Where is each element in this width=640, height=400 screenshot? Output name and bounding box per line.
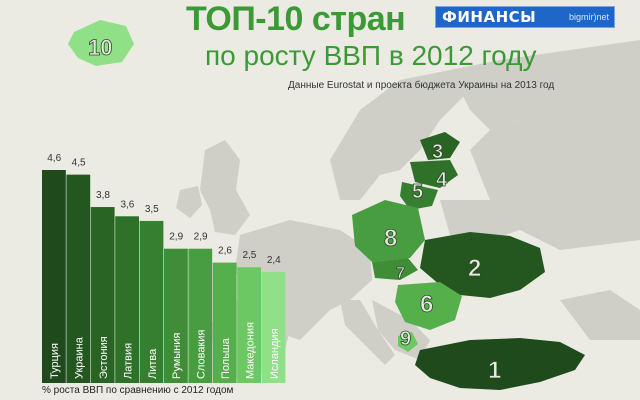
bar-value-label-4: 3,6 [120, 199, 134, 210]
map-country-10-iceland [68, 20, 134, 66]
bar-5 [139, 220, 164, 383]
bar-2 [66, 174, 91, 383]
map-label-8: 8 [384, 225, 397, 252]
chart-title: ТОП-10 стран [186, 0, 406, 38]
bar-category-label-5: Литва [147, 348, 159, 379]
bar-value-label-3: 3,8 [96, 190, 110, 201]
bar-3 [90, 207, 115, 383]
bar-9 [237, 267, 261, 383]
bar-10 [261, 271, 286, 383]
map-country-8-poland [352, 200, 425, 262]
bar-value-label-9: 2,5 [242, 250, 256, 261]
map-country-4-latvia [410, 160, 458, 188]
russia-shape [470, 40, 640, 250]
bar-value-label-5: 3,5 [145, 204, 159, 215]
map-label-4: 4 [436, 169, 448, 191]
bar-category-label-7: Словакия [196, 330, 208, 379]
bar-value-label-10: 2,4 [267, 255, 281, 266]
ireland-shape [176, 186, 202, 218]
british-isles-shape [200, 140, 250, 235]
map-label-10: 10 [88, 35, 112, 60]
bar-4 [115, 216, 139, 383]
y-axis-footnote: % роста ВВП по сравнению с 2012 годом [42, 385, 234, 396]
map-country-1-turkey [415, 338, 585, 390]
bar-category-label-8: Польша [220, 337, 232, 379]
map-country-2-ukraine [420, 232, 545, 298]
map-country-7-slovakia [372, 258, 418, 280]
bar-category-label-3: Эстония [98, 336, 110, 379]
map-label-1: 1 [488, 357, 501, 384]
caucasus-shape [560, 290, 640, 340]
bar-category-label-2: Украина [74, 336, 86, 379]
belarus-shape [440, 200, 520, 240]
bar-value-label-7: 2,9 [194, 232, 208, 243]
bar-value-label-2: 4,5 [72, 158, 86, 169]
map-label-6: 6 [420, 291, 433, 318]
bar-category-label-6: Румыния [171, 333, 183, 379]
map-label-3: 3 [432, 141, 443, 163]
map-country-5-lithuania [400, 182, 438, 210]
map-country-6-romania [395, 282, 462, 330]
map-label-7: 7 [396, 265, 405, 282]
map-label-9: 9 [400, 328, 411, 350]
bar-chart: 4,6 Турция 4,5 Украина 3,8 Эстония 3,6 Латвия 3,… [42, 153, 286, 383]
map-ranked-countries [68, 20, 585, 390]
map-country-9-macedonia [398, 332, 418, 352]
bar-6 [164, 248, 188, 383]
bar-category-label-4: Латвия [122, 343, 134, 379]
bar-7 [188, 248, 213, 383]
map-country-3-estonia [420, 132, 460, 160]
bar-1 [42, 170, 66, 383]
brand-name: ФИНАНСЫ [442, 8, 537, 26]
bar-category-label-1: Турция [49, 343, 61, 379]
bar-category-label-9: Македония [244, 322, 256, 379]
source-note: Данные Eurostat и проекта бюджета Украин… [288, 80, 555, 91]
bar-value-label-1: 4,6 [47, 153, 61, 164]
scandinavia-shape [330, 70, 470, 200]
brand-tag: bigmir)net [568, 12, 609, 22]
italy-shape [340, 300, 395, 365]
brand-logo: ФИНАНСЫ bigmir)net [435, 6, 615, 28]
map-label-2: 2 [468, 255, 481, 282]
map-label-5: 5 [412, 181, 423, 203]
bar-8 [212, 262, 237, 383]
bar-value-label-8: 2,6 [218, 246, 232, 257]
bar-value-label-6: 2,9 [169, 232, 183, 243]
map-rank-labels: 1 2 3 4 5 6 7 8 9 10 [88, 35, 502, 385]
chart-subtitle: по росту ВВП в 2012 году [205, 40, 537, 71]
bar-category-label-10: Исландия [269, 328, 281, 379]
